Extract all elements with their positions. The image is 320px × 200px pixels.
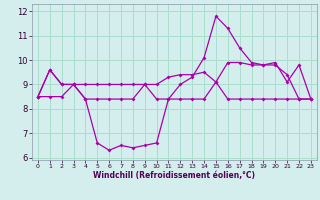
X-axis label: Windchill (Refroidissement éolien,°C): Windchill (Refroidissement éolien,°C) — [93, 171, 255, 180]
